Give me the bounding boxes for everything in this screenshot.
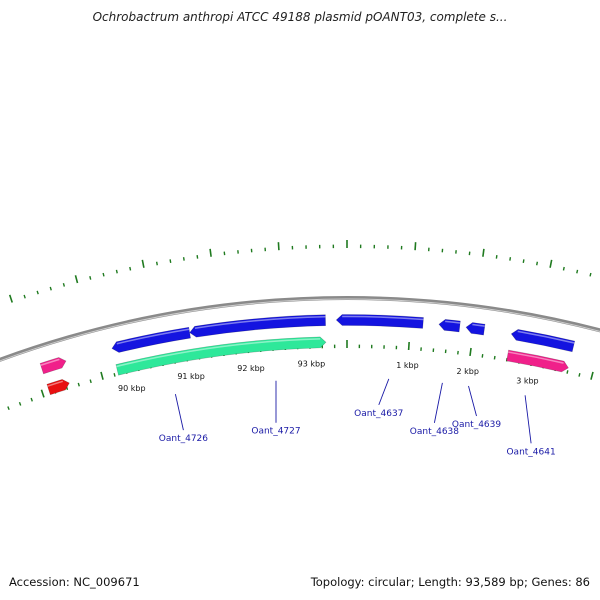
plasmid-backbone <box>0 295 600 363</box>
outer-tick-ring <box>0 240 592 307</box>
scale-label: 2 kbp <box>456 367 478 376</box>
minor-tick <box>7 406 10 411</box>
minor-tick <box>169 259 172 263</box>
gene-label[interactable]: Oant_4727 <box>251 427 300 437</box>
feature-sheen <box>472 323 485 327</box>
cds-feature-arrow[interactable] <box>189 314 326 338</box>
gene-leader-line <box>524 395 532 444</box>
gene-leader-line <box>468 385 477 417</box>
minor-tick <box>89 379 92 384</box>
feature-sheen <box>194 315 326 330</box>
feature-sheen <box>445 320 461 324</box>
scale-label: 3 kbp <box>516 377 538 386</box>
minor-tick <box>182 257 185 261</box>
feature-sheen <box>116 328 190 345</box>
cds-feature-arrow[interactable] <box>111 326 191 353</box>
minor-tick <box>89 276 92 280</box>
feature-sheen <box>342 315 424 321</box>
gene-labels: Oant_4726Oant_4727Oant_4637Oant_4638Oant… <box>159 378 556 457</box>
minor-tick <box>62 283 66 287</box>
major-tick <box>277 242 280 251</box>
minor-tick <box>562 266 565 271</box>
scale-label: 92 kbp <box>237 364 265 373</box>
scale-labels: 90 kbp 91 kbp 92 kbp 93 kbp 1 kbp 2 kbp 3 kbp <box>118 360 539 393</box>
minor-tick <box>102 272 105 277</box>
gene-label[interactable]: Oant_4726 <box>159 434 209 444</box>
gene-label[interactable]: Oant_4641 <box>506 447 555 457</box>
cds-feature-arrow[interactable] <box>46 379 70 396</box>
cds-feature-arrow[interactable] <box>335 314 424 329</box>
minor-tick <box>36 290 39 295</box>
scale-label: 90 kbp <box>118 384 146 393</box>
gene-label[interactable]: Oant_4638 <box>410 427 460 437</box>
minor-tick <box>522 259 525 263</box>
feature-track <box>39 314 576 396</box>
minor-tick <box>566 370 569 374</box>
scale-label: 1 kbp <box>396 361 418 370</box>
gene-label[interactable]: Oant_4639 <box>452 420 502 430</box>
topology-summary: Topology: circular; Length: 93,589 bp; G… <box>310 575 590 589</box>
major-tick <box>8 294 13 303</box>
major-tick <box>414 242 417 251</box>
major-tick <box>407 341 410 351</box>
minor-tick <box>77 382 80 387</box>
major-tick <box>469 347 472 357</box>
backbone-highlight <box>0 298 600 362</box>
gene-leader-line <box>433 382 443 423</box>
major-tick <box>141 259 145 268</box>
map-title: Ochrobactrum anthropi ATCC 49188 plasmid… <box>92 10 508 24</box>
accession-text: Accession: NC_009671 <box>9 575 140 589</box>
minor-tick <box>30 397 33 402</box>
minor-tick <box>589 272 592 277</box>
major-tick <box>209 248 212 257</box>
minor-tick <box>576 269 579 274</box>
gene-leader-line <box>174 394 184 431</box>
minor-tick <box>481 354 484 358</box>
major-tick <box>74 275 79 284</box>
gene-label[interactable]: Oant_4637 <box>354 409 403 419</box>
minor-tick <box>509 257 512 261</box>
cds-feature-arrow[interactable] <box>465 322 486 336</box>
minor-tick <box>115 269 118 274</box>
major-tick <box>482 248 485 257</box>
minor-tick <box>578 373 581 377</box>
minor-tick <box>113 373 116 377</box>
scale-label: 91 kbp <box>177 372 205 381</box>
cds-feature-arrow[interactable] <box>510 329 576 353</box>
feature-sheen <box>116 338 321 368</box>
minor-tick <box>495 255 498 259</box>
major-tick <box>590 371 594 380</box>
minor-tick <box>536 261 539 266</box>
feature-sheen <box>508 351 564 364</box>
feature-sheen <box>517 330 575 344</box>
cds-feature-arrow[interactable] <box>115 336 327 376</box>
major-tick <box>549 259 553 268</box>
scale-label: 93 kbp <box>298 360 326 369</box>
feature-sheen <box>47 380 64 387</box>
minor-tick <box>129 266 132 271</box>
minor-tick <box>196 255 199 259</box>
major-tick <box>100 371 104 380</box>
cds-feature-arrow[interactable] <box>506 349 569 373</box>
minor-tick <box>155 261 158 266</box>
gene-leader-line <box>378 378 390 406</box>
cds-feature-arrow[interactable] <box>39 357 67 375</box>
minor-tick <box>18 401 22 406</box>
major-tick <box>40 389 45 398</box>
minor-tick <box>49 286 52 291</box>
feature-sheen <box>40 358 60 366</box>
minor-tick <box>493 355 496 360</box>
minor-tick <box>23 294 26 299</box>
cds-feature-arrow[interactable] <box>438 319 461 333</box>
